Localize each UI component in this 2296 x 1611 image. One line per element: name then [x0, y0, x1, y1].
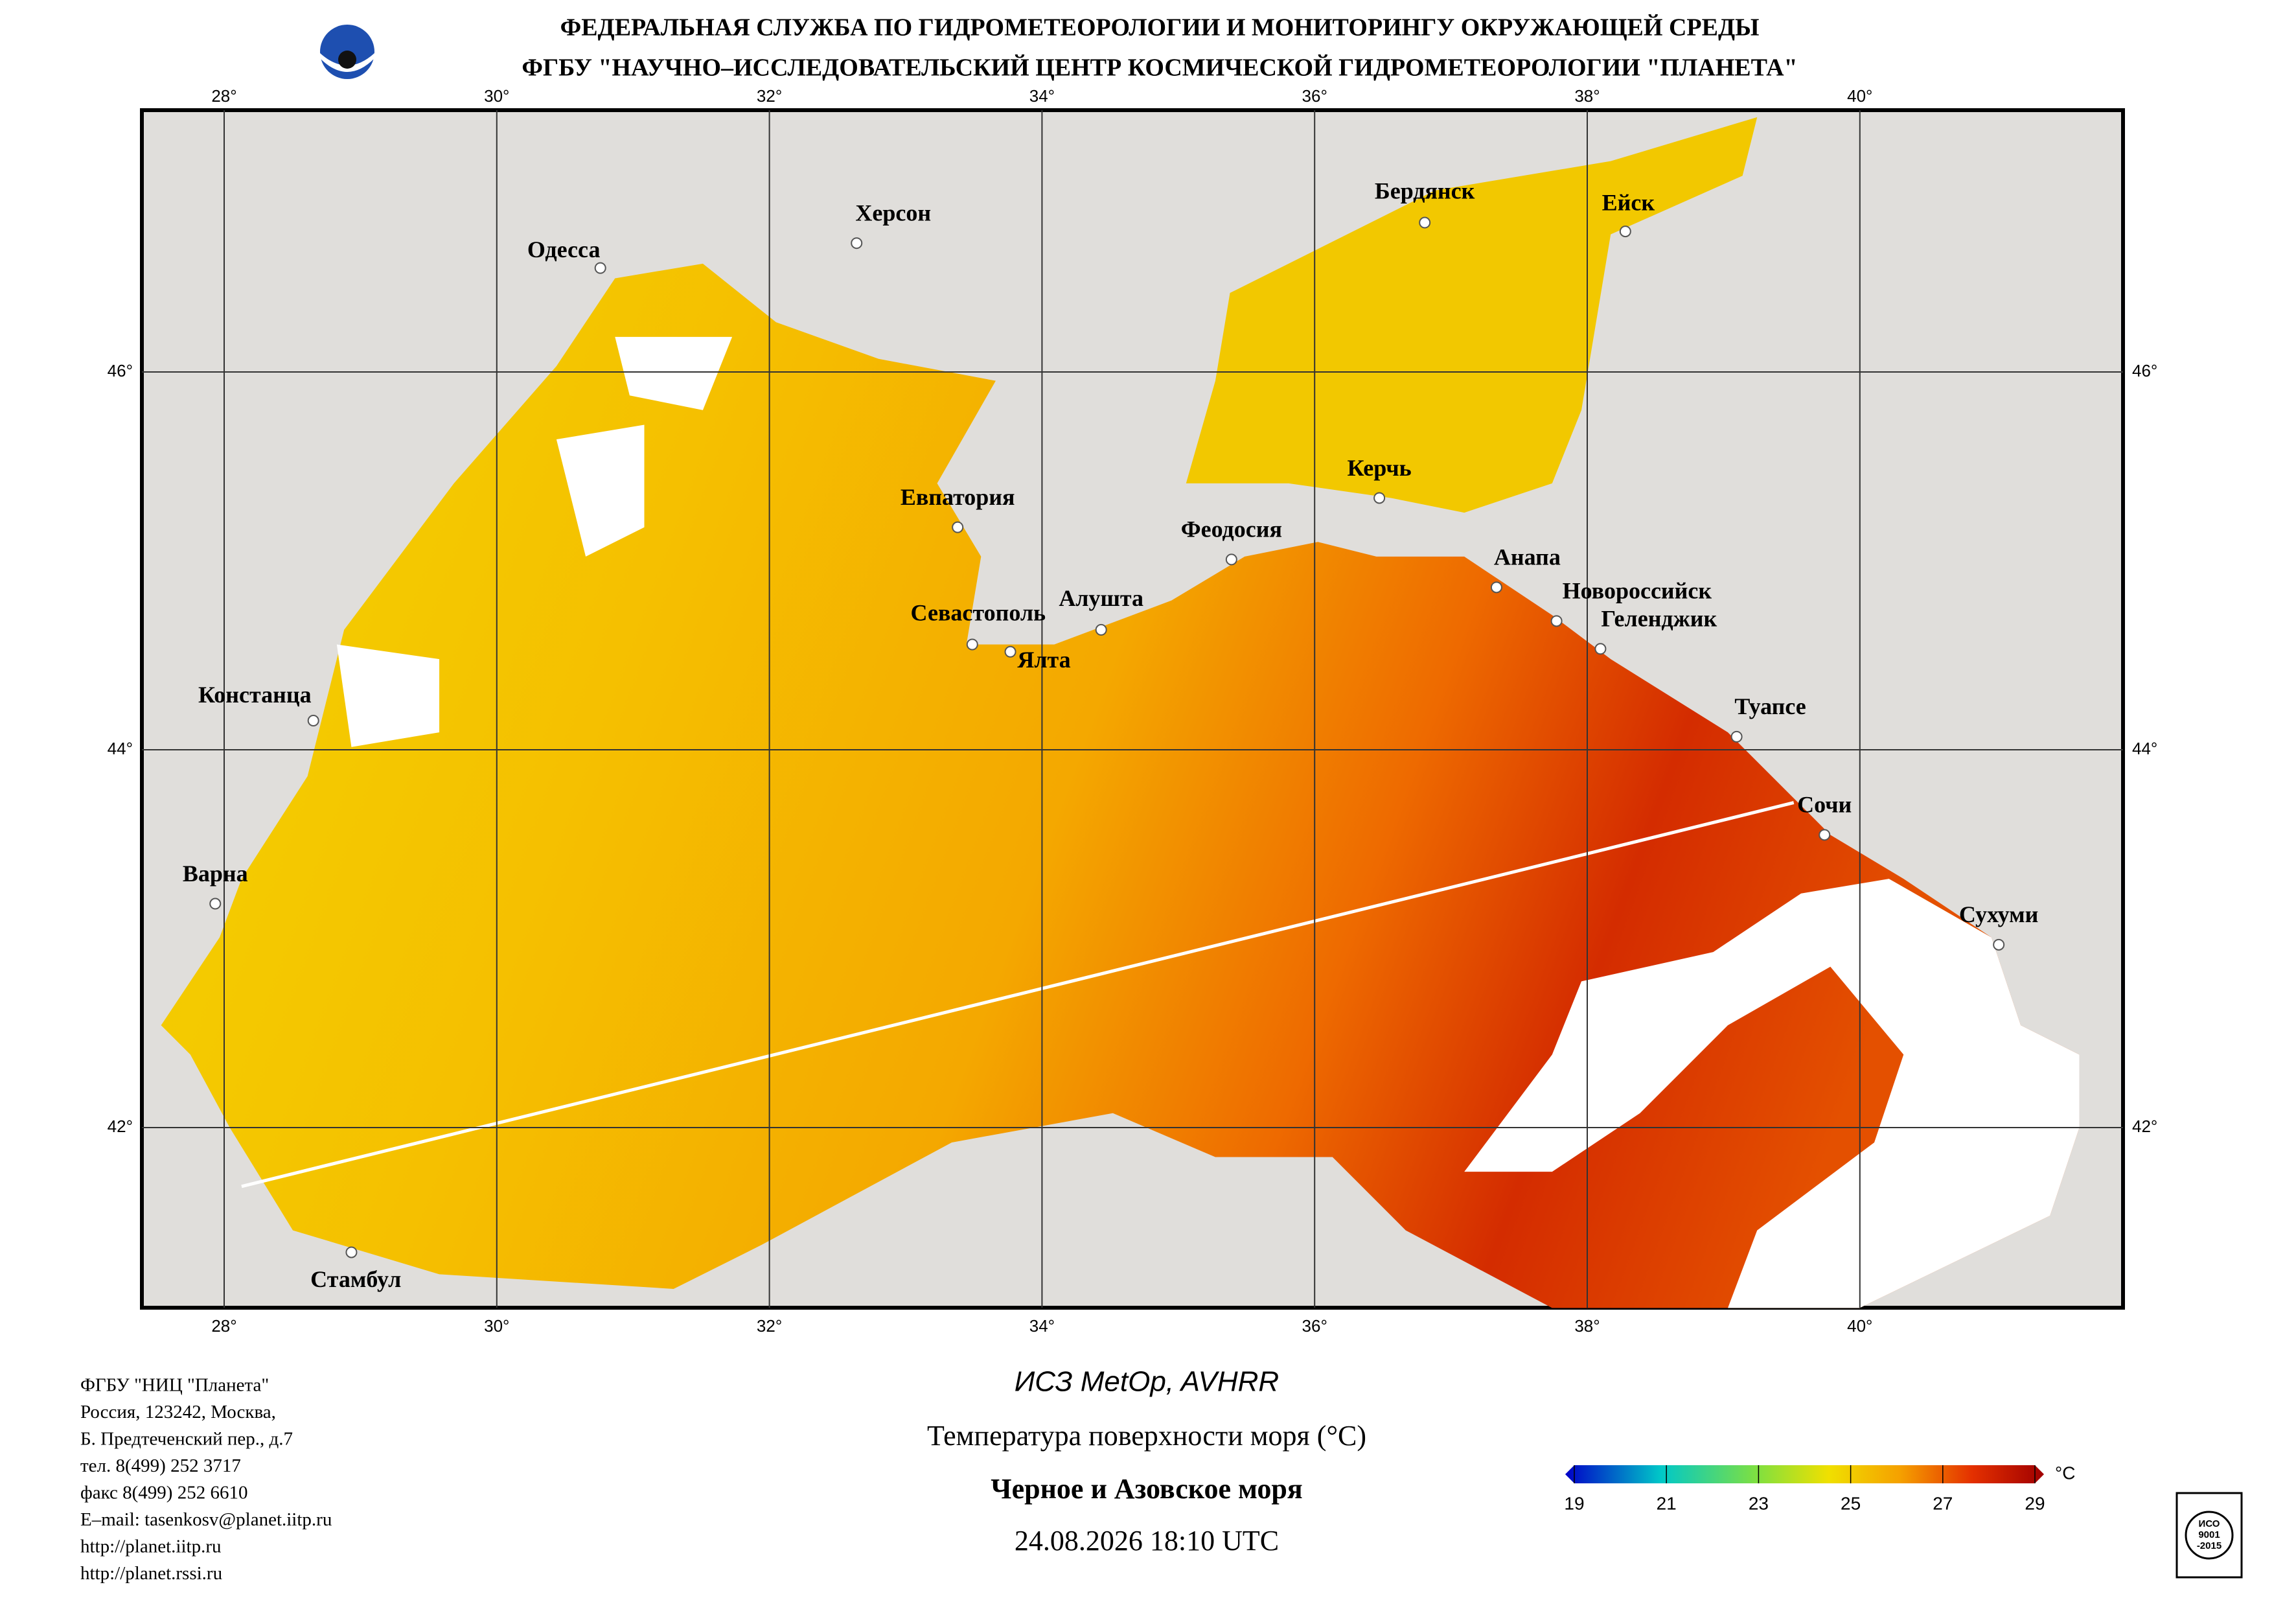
x-tick-label: 30°	[484, 86, 509, 106]
city-label: Стамбул	[310, 1266, 401, 1292]
city-label: Сухуми	[1959, 901, 2039, 927]
logo	[320, 25, 374, 79]
address-line: Россия, 123242, Москва,	[80, 1402, 276, 1422]
address-line: http://planet.rssi.ru	[80, 1563, 222, 1584]
x-tick-label: 32°	[757, 1316, 782, 1336]
x-tick-label: 34°	[1029, 86, 1055, 106]
map: 28° 28° 30° 30° 32° 32° 34° 34° 36° 36° 38° 38° 40° 4…	[108, 86, 2158, 1336]
city-dot	[1004, 645, 1016, 658]
address-line: E–mail: tasenkosv@planet.iitp.ru	[80, 1509, 332, 1530]
azov-sea	[1186, 117, 1758, 513]
city-dot	[1225, 553, 1237, 566]
address-line: ФГБУ "НИЦ "Планета"	[80, 1375, 269, 1396]
colorbar-label: 23	[1749, 1493, 1769, 1513]
city-label: Бердянск	[1375, 178, 1475, 204]
city-label: Одесса	[527, 237, 601, 262]
city-dot	[1419, 216, 1431, 229]
header-line: ФЕДЕРАЛЬНАЯ СЛУЖБА ПО ГИДРОМЕТЕОРОЛОГИИ …	[560, 14, 1760, 41]
x-tick-label: 38°	[1574, 1316, 1600, 1336]
y-tick-label: 42°	[2132, 1117, 2157, 1136]
city-dot	[851, 237, 863, 249]
x-tick-label: 34°	[1029, 1316, 1055, 1336]
city-dot	[966, 638, 978, 651]
city-label: Керчь	[1348, 455, 1412, 481]
city-dot	[594, 262, 606, 274]
colorbar-label: 25	[1841, 1493, 1861, 1513]
city-label: Феодосия	[1181, 516, 1282, 542]
cloud	[556, 424, 645, 557]
cloud	[1464, 879, 2080, 1308]
x-tick-label: 30°	[484, 1316, 509, 1336]
colorbar-label: 19	[1564, 1493, 1584, 1513]
city-dot	[1594, 643, 1607, 655]
region: Черное и Азовское моря	[991, 1473, 1302, 1505]
colorbar: 19 21 23 25 27 29 °C	[1564, 1463, 2075, 1513]
city-label: Варна	[183, 861, 248, 887]
x-tick-label: 40°	[1847, 86, 1872, 106]
city-label: Алушта	[1059, 585, 1143, 611]
city-label: Ялта	[1017, 647, 1070, 673]
x-tick-label: 38°	[1574, 86, 1600, 106]
stamp-text: 9001	[2198, 1529, 2220, 1540]
satellite: ИСЗ MetOp, AVHRR	[1015, 1366, 1279, 1398]
y-tick-label: 46°	[2132, 361, 2157, 380]
city-dot	[209, 898, 222, 910]
stamp-text: -2015	[2197, 1540, 2221, 1551]
city-dot	[1730, 730, 1743, 743]
y-tick-label: 44°	[108, 739, 133, 758]
city-label: Новороссийск	[1563, 578, 1712, 604]
city-dot	[345, 1246, 358, 1258]
colorbar-unit: °C	[2055, 1463, 2075, 1483]
city-label: Ейск	[1602, 190, 1655, 216]
city-dot	[1373, 492, 1386, 504]
x-tick-label: 36°	[1302, 1316, 1327, 1336]
address-line: тел. 8(499) 252 3717	[80, 1455, 241, 1476]
product: Температура поверхности моря (°C)	[927, 1420, 1366, 1452]
x-tick-label: 28°	[211, 86, 236, 106]
x-tick-label: 36°	[1302, 86, 1327, 106]
city-dot	[1619, 226, 1631, 238]
cloud	[336, 644, 440, 747]
address-line: Б. Предтеченский пер., д.7	[80, 1429, 293, 1450]
colorbar-label: 29	[2025, 1493, 2045, 1513]
address-line: факс 8(499) 252 6610	[80, 1483, 247, 1503]
city-dot	[307, 715, 319, 727]
city-label: Констанца	[198, 682, 312, 708]
y-tick-label: 46°	[108, 361, 133, 380]
y-tick-label: 44°	[2132, 739, 2157, 758]
address-line: http://planet.iitp.ru	[80, 1536, 221, 1557]
header-line: ФГБУ "НАУЧНО–ИССЛЕДОВАТЕЛЬСКИЙ ЦЕНТР КОС…	[522, 54, 1797, 82]
city-label: Евпатория	[901, 484, 1015, 510]
stamp-text: ИСО	[2199, 1518, 2220, 1529]
colorbar-ramp	[1565, 1465, 2044, 1483]
city-label: Туапсе	[1734, 693, 1806, 719]
colorbar-label: 21	[1657, 1493, 1677, 1513]
city-dot	[952, 521, 964, 533]
city-dot	[1550, 615, 1563, 627]
city-label: Севастополь	[911, 600, 1046, 626]
city-dot	[1095, 623, 1107, 636]
x-tick-label: 32°	[757, 86, 782, 106]
cloud	[615, 336, 733, 410]
stamp	[2175, 1492, 2243, 1579]
swath-gap	[241, 801, 1795, 1188]
city-dot	[1993, 938, 2005, 951]
city-label: Сочи	[1797, 792, 1852, 818]
y-tick-label: 42°	[108, 1117, 133, 1136]
city-dot	[1490, 581, 1502, 594]
city-dot	[1819, 829, 1831, 841]
colorbar-label: 27	[1933, 1493, 1953, 1513]
x-tick-label: 40°	[1847, 1316, 1872, 1336]
datetime: 24.08.2026 18:10 UTC	[1015, 1525, 1279, 1557]
city-label: Геленджик	[1601, 606, 1717, 632]
x-tick-label: 28°	[211, 1316, 236, 1336]
city-label: Херсон	[855, 200, 931, 226]
city-label: Анапа	[1494, 544, 1561, 570]
